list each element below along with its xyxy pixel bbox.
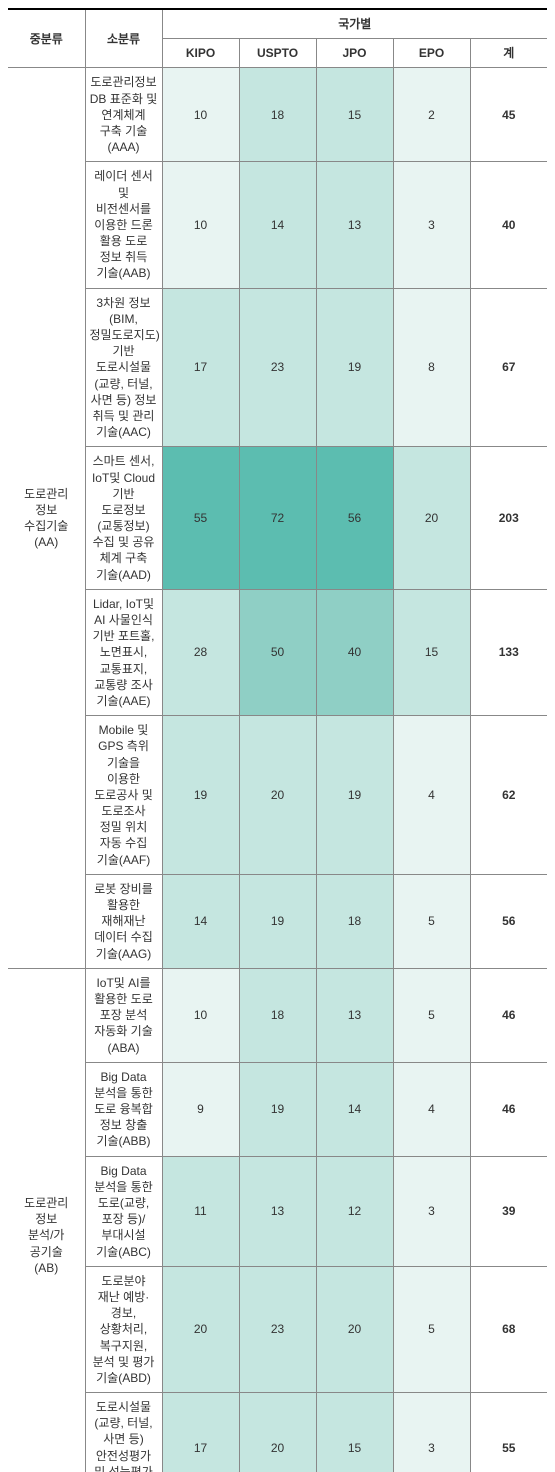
value-cell: 15 — [393, 589, 470, 715]
value-cell: 13 — [239, 1156, 316, 1266]
table-row: 로봇 장비를 활용한 재해재난 데이터 수집 기술(AAG)141918556 — [8, 874, 547, 968]
value-cell: 14 — [239, 162, 316, 288]
row-total-cell: 40 — [470, 162, 547, 288]
table-row: 도로분야 재난 예방·경보, 상황처리, 복구지원, 분석 및 평가 기술(AB… — [8, 1266, 547, 1392]
value-cell: 13 — [316, 968, 393, 1062]
table-row: 도로관리정보분석/가공기술(AB)IoT및 AI를 활용한 도로 포장 분석 자… — [8, 968, 547, 1062]
row-total-cell: 46 — [470, 968, 547, 1062]
subcategory-cell: 3차원 정보(BIM, 정밀도로지도) 기반 도로시설물(교량, 터널, 사면 … — [85, 288, 162, 447]
value-cell: 19 — [239, 1062, 316, 1156]
value-cell: 15 — [316, 1393, 393, 1472]
value-cell: 72 — [239, 447, 316, 590]
table-row: 스마트 센서, IoT및 Cloud 기반 도로정보(교통정보) 수집 및 공유… — [8, 447, 547, 590]
value-cell: 3 — [393, 1393, 470, 1472]
value-cell: 3 — [393, 1156, 470, 1266]
category-cell: 도로관리정보수집기술(AA) — [8, 68, 85, 968]
value-cell: 18 — [239, 68, 316, 162]
value-cell: 19 — [162, 716, 239, 875]
subcategory-cell: Lidar, IoT및 AI 사물인식 기반 포트홀, 노면표시, 교통표지, … — [85, 589, 162, 715]
value-cell: 5 — [393, 874, 470, 968]
value-cell: 19 — [316, 288, 393, 447]
subcategory-cell: Big Data 분석을 통한 도로(교량, 포장 등)/부대시설 기술(ABC… — [85, 1156, 162, 1266]
row-total-cell: 39 — [470, 1156, 547, 1266]
value-cell: 56 — [316, 447, 393, 590]
row-total-cell: 45 — [470, 68, 547, 162]
category-cell: 도로관리정보분석/가공기술(AB) — [8, 968, 85, 1472]
value-cell: 18 — [239, 968, 316, 1062]
table-row: 레이더 센서 및 비전센서를 이용한 드론 활용 도로 정보 취득 기술(AAB… — [8, 162, 547, 288]
value-cell: 11 — [162, 1156, 239, 1266]
value-cell: 19 — [316, 716, 393, 875]
subcategory-cell: 도로분야 재난 예방·경보, 상황처리, 복구지원, 분석 및 평가 기술(AB… — [85, 1266, 162, 1392]
patent-table: 중분류 소분류 국가별 KIPO USPTO JPO EPO 계 도로관리정보수… — [8, 8, 547, 1472]
subcategory-cell: Mobile 및 GPS 측위 기술을 이용한 도로공사 및 도로조사 정밀 위… — [85, 716, 162, 875]
value-cell: 4 — [393, 716, 470, 875]
value-cell: 20 — [239, 1393, 316, 1472]
value-cell: 18 — [316, 874, 393, 968]
header-total: 계 — [470, 39, 547, 68]
row-total-cell: 68 — [470, 1266, 547, 1392]
value-cell: 4 — [393, 1062, 470, 1156]
header-countries-group: 국가별 — [162, 9, 547, 39]
table-row: Big Data 분석을 통한 도로(교량, 포장 등)/부대시설 기술(ABC… — [8, 1156, 547, 1266]
value-cell: 23 — [239, 288, 316, 447]
subcategory-cell: 로봇 장비를 활용한 재해재난 데이터 수집 기술(AAG) — [85, 874, 162, 968]
header-kipo: KIPO — [162, 39, 239, 68]
value-cell: 14 — [316, 1062, 393, 1156]
subcategory-cell: 레이더 센서 및 비전센서를 이용한 드론 활용 도로 정보 취득 기술(AAB… — [85, 162, 162, 288]
row-total-cell: 46 — [470, 1062, 547, 1156]
subcategory-cell: Big Data 분석을 통한 도로 융복합 정보 창출 기술(ABB) — [85, 1062, 162, 1156]
value-cell: 5 — [393, 968, 470, 1062]
row-total-cell: 55 — [470, 1393, 547, 1472]
value-cell: 19 — [239, 874, 316, 968]
value-cell: 50 — [239, 589, 316, 715]
value-cell: 17 — [162, 288, 239, 447]
table-row: Mobile 및 GPS 측위 기술을 이용한 도로공사 및 도로조사 정밀 위… — [8, 716, 547, 875]
value-cell: 20 — [239, 716, 316, 875]
value-cell: 13 — [316, 162, 393, 288]
value-cell: 12 — [316, 1156, 393, 1266]
value-cell: 17 — [162, 1393, 239, 1472]
value-cell: 28 — [162, 589, 239, 715]
value-cell: 15 — [316, 68, 393, 162]
table-row: 3차원 정보(BIM, 정밀도로지도) 기반 도로시설물(교량, 터널, 사면 … — [8, 288, 547, 447]
value-cell: 10 — [162, 162, 239, 288]
value-cell: 8 — [393, 288, 470, 447]
value-cell: 20 — [162, 1266, 239, 1392]
header-uspto: USPTO — [239, 39, 316, 68]
table-row: Lidar, IoT및 AI 사물인식 기반 포트홀, 노면표시, 교통표지, … — [8, 589, 547, 715]
value-cell: 9 — [162, 1062, 239, 1156]
row-total-cell: 133 — [470, 589, 547, 715]
header-jpo: JPO — [316, 39, 393, 68]
subcategory-cell: 도로시설물(교량, 터널, 사면 등) 안전성평가 및 성능평가 기술(ABE) — [85, 1393, 162, 1472]
table-row: 도로시설물(교량, 터널, 사면 등) 안전성평가 및 성능평가 기술(ABE)… — [8, 1393, 547, 1472]
value-cell: 20 — [393, 447, 470, 590]
subcategory-cell: 스마트 센서, IoT및 Cloud 기반 도로정보(교통정보) 수집 및 공유… — [85, 447, 162, 590]
row-total-cell: 56 — [470, 874, 547, 968]
value-cell: 10 — [162, 68, 239, 162]
subcategory-cell: 도로관리정보 DB 표준화 및 연계체계 구축 기술(AAA) — [85, 68, 162, 162]
value-cell: 2 — [393, 68, 470, 162]
value-cell: 5 — [393, 1266, 470, 1392]
value-cell: 23 — [239, 1266, 316, 1392]
row-total-cell: 62 — [470, 716, 547, 875]
row-total-cell: 67 — [470, 288, 547, 447]
row-total-cell: 203 — [470, 447, 547, 590]
value-cell: 14 — [162, 874, 239, 968]
subcategory-cell: IoT및 AI를 활용한 도로 포장 분석 자동화 기술(ABA) — [85, 968, 162, 1062]
header-category: 중분류 — [8, 9, 85, 68]
header-subcategory: 소분류 — [85, 9, 162, 68]
value-cell: 20 — [316, 1266, 393, 1392]
value-cell: 40 — [316, 589, 393, 715]
header-epo: EPO — [393, 39, 470, 68]
table-row: Big Data 분석을 통한 도로 융복합 정보 창출 기술(ABB)9191… — [8, 1062, 547, 1156]
table-row: 도로관리정보수집기술(AA)도로관리정보 DB 표준화 및 연계체계 구축 기술… — [8, 68, 547, 162]
value-cell: 55 — [162, 447, 239, 590]
value-cell: 3 — [393, 162, 470, 288]
value-cell: 10 — [162, 968, 239, 1062]
